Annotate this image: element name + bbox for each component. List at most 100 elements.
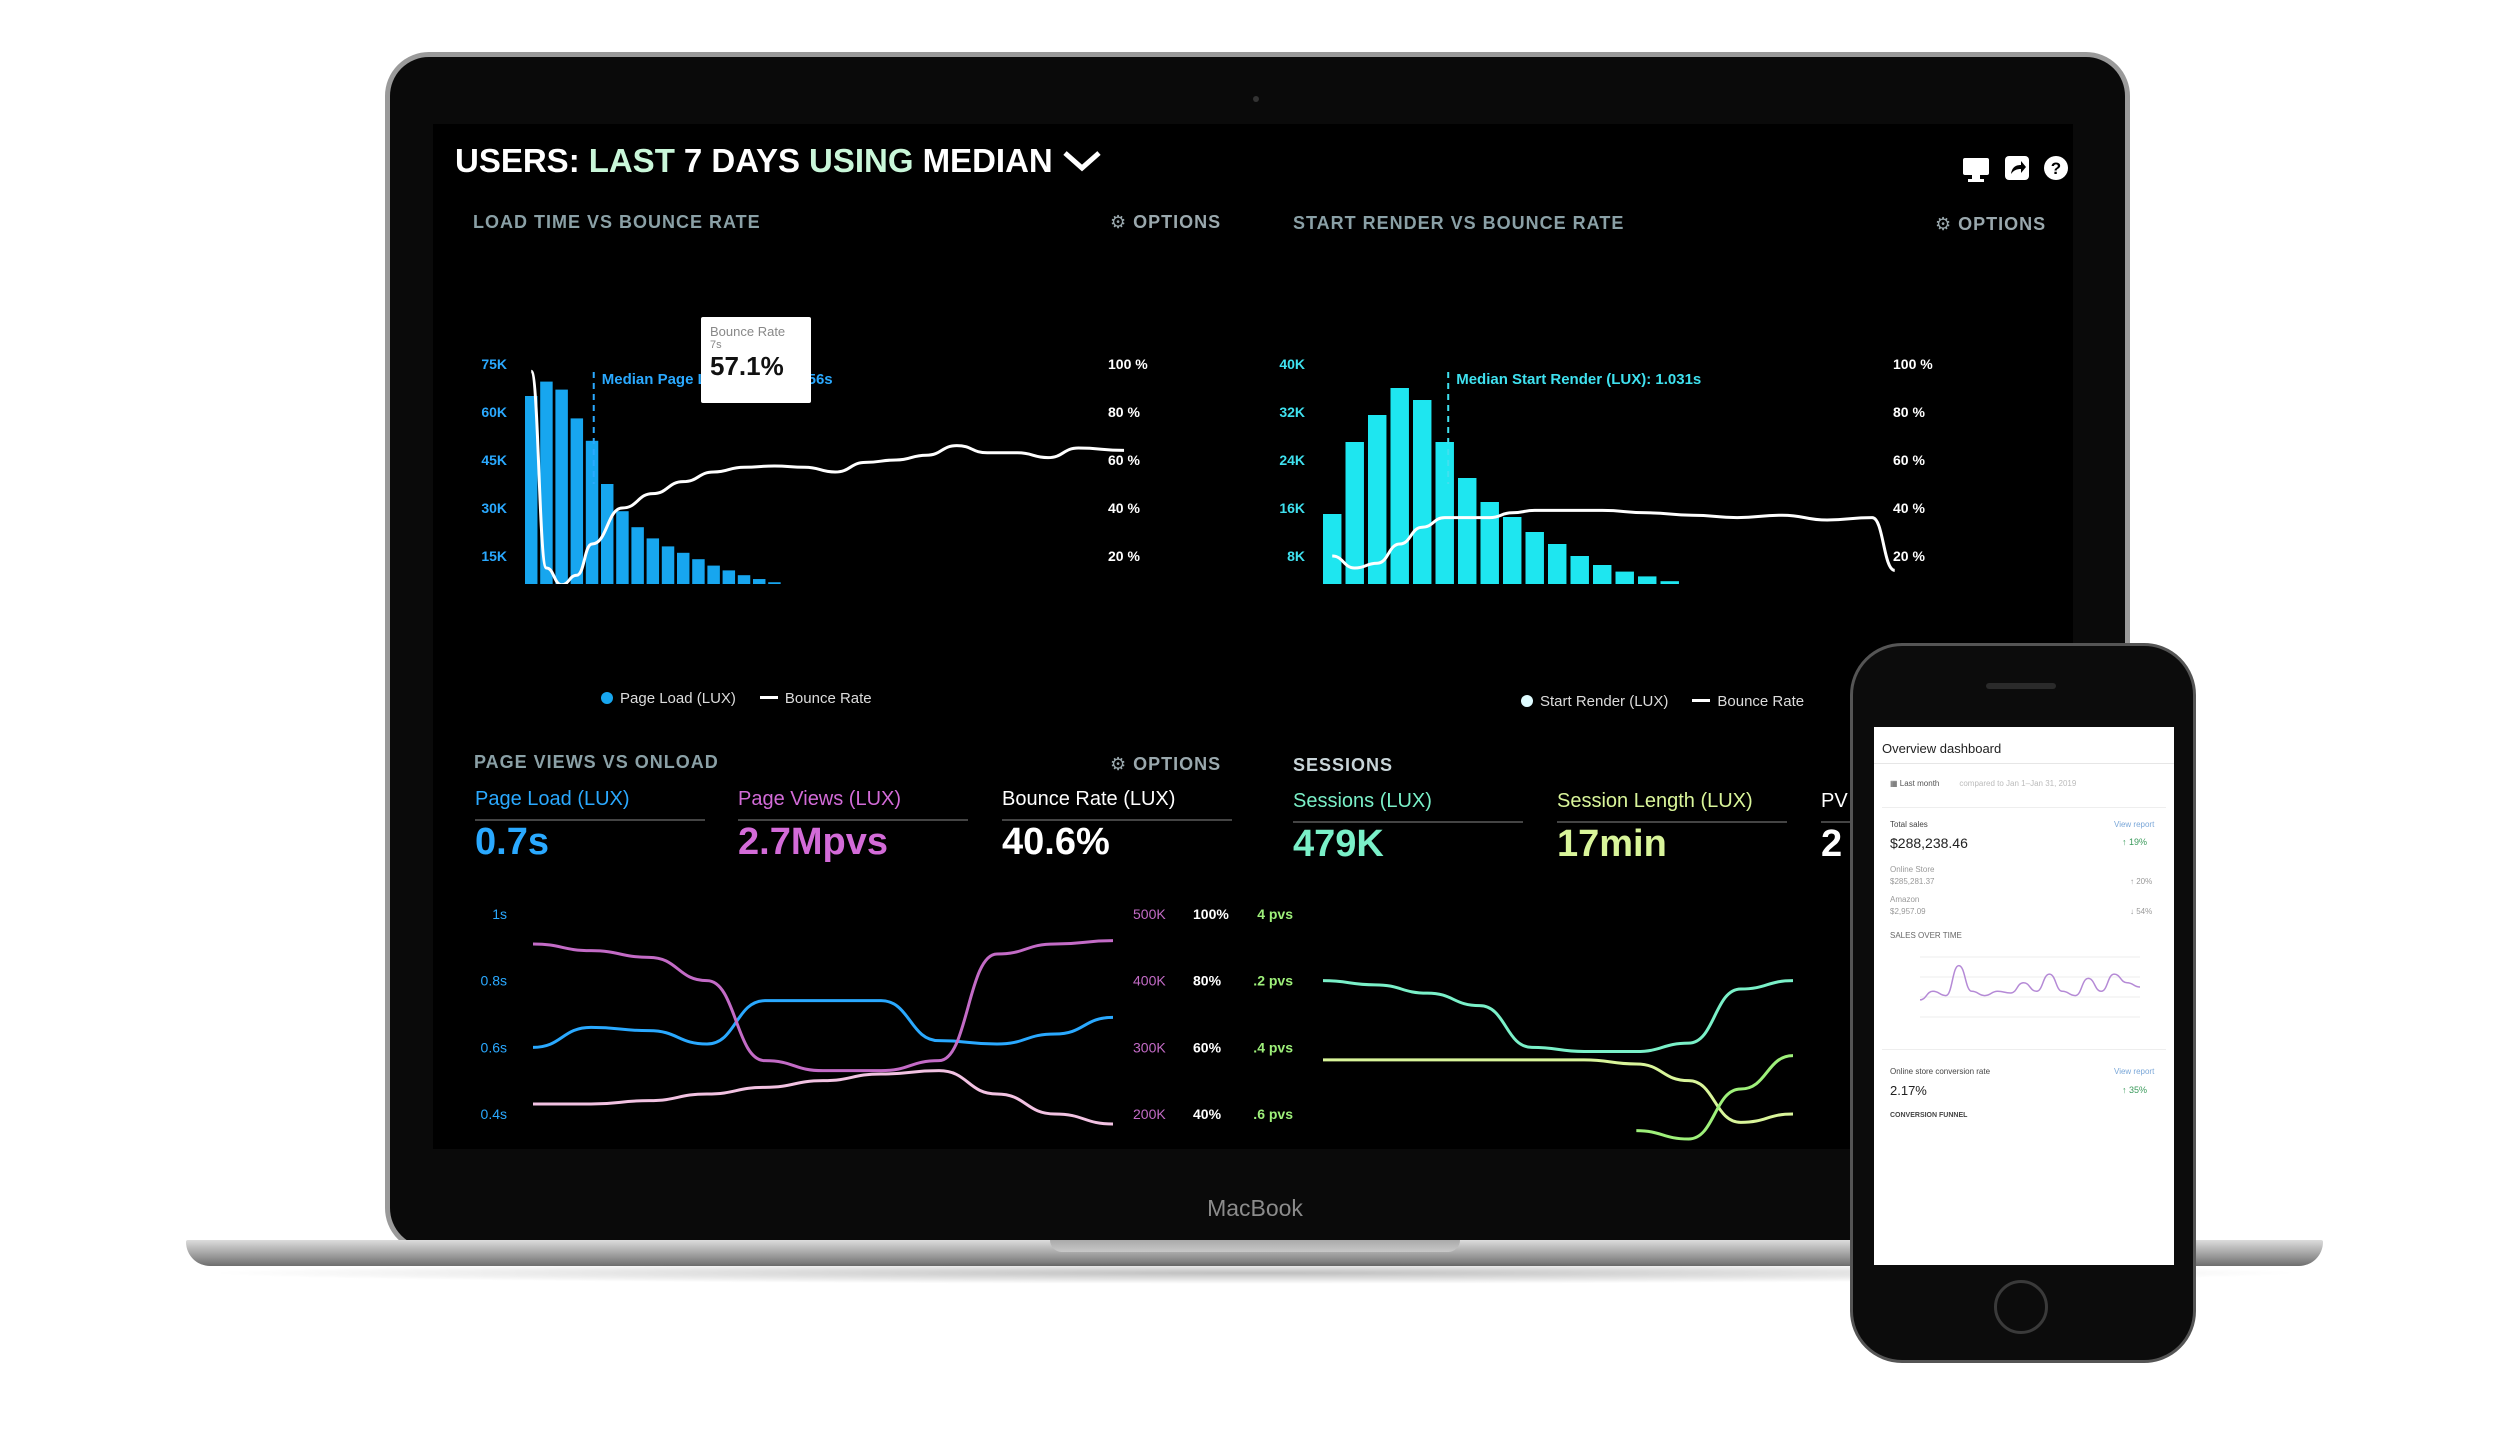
y-right-tick-label: 300K xyxy=(1133,1039,1166,1055)
histogram-bar xyxy=(1480,502,1499,584)
amazon-label: Amazon xyxy=(1890,895,1920,904)
histogram-bar xyxy=(1413,400,1432,584)
kpi-page-views: Page Views (LUX) 2.7Mpvs xyxy=(738,788,968,864)
sessions-line-chart[interactable]: 1.6 pvs 2.4 pvs 3.2 pvs 4 pvs xyxy=(1253,874,2073,1149)
median-label: Median Start Render (LUX): 1.031s xyxy=(1456,371,1701,388)
bounce-rate-line xyxy=(532,1069,1114,1126)
monitor-icon[interactable] xyxy=(1961,156,1991,184)
histogram-bar xyxy=(1390,388,1409,584)
y-tick-label: 4 pvs xyxy=(1257,906,1293,922)
period-select[interactable]: ▦ Last month xyxy=(1890,779,1939,788)
laptop-screen: USERS: LAST 7 DAYS USING MEDIAN ? LOAD T… xyxy=(433,124,2073,1149)
render-legend: Start Render (LUX) Bounce Rate xyxy=(1521,693,1804,710)
y-tick-label: 40K xyxy=(1279,356,1305,372)
kpi-value: 0.7s xyxy=(475,821,549,863)
gear-icon: ⚙ xyxy=(1935,214,1959,234)
histogram-bar xyxy=(1503,517,1522,584)
legend-label: Bounce Rate xyxy=(1717,693,1805,710)
phone-header xyxy=(1874,727,2174,764)
y-right-tick-label: 100% xyxy=(1193,906,1229,922)
view-report-link[interactable]: View report xyxy=(2114,1067,2155,1076)
kpi-value: 2.7Mpvs xyxy=(738,821,888,863)
pageviews-options-button[interactable]: ⚙ OPTIONS xyxy=(1110,754,1221,775)
histogram-bar xyxy=(707,565,720,584)
histogram-bar xyxy=(555,389,568,584)
dashboard-header[interactable]: USERS: LAST 7 DAYS USING MEDIAN xyxy=(455,142,1102,180)
histogram-bar xyxy=(737,575,751,584)
divider xyxy=(1882,1049,2166,1050)
legend-label: Bounce Rate xyxy=(784,690,872,707)
svg-text:?: ? xyxy=(2051,159,2061,178)
conversion-rate-value: 2.17% xyxy=(1890,1083,1927,1098)
help-icon[interactable]: ? xyxy=(2042,154,2070,182)
home-button[interactable] xyxy=(1994,1280,2048,1334)
y-tick-label: 32K xyxy=(1279,404,1305,420)
legend-item[interactable]: Bounce Rate xyxy=(1692,693,1804,710)
histogram-bar xyxy=(692,559,705,584)
load-time-chart[interactable]: 015K30K45K60K75K0 %20 %40 %60 %80 %100 %… xyxy=(433,244,1253,584)
online-store-label: Online Store xyxy=(1890,865,1935,874)
legend-label: Start Render (LUX) xyxy=(1540,693,1669,710)
camera xyxy=(1253,96,1259,102)
histogram-bar xyxy=(1345,442,1364,584)
histogram-bar xyxy=(601,484,614,584)
y-right-tick-label: 400K xyxy=(1133,973,1166,989)
y-tick-label: 16K xyxy=(1279,500,1305,516)
legend-item[interactable]: Start Render (LUX) xyxy=(1521,693,1668,710)
y-tick-label: 0.6s xyxy=(481,1039,507,1055)
share-icon[interactable] xyxy=(2003,154,2031,182)
y-right-tick-label: 20 % xyxy=(1893,548,1925,564)
gear-icon: ⚙ xyxy=(1110,212,1134,232)
options-label: OPTIONS xyxy=(1133,754,1222,774)
page-load-line xyxy=(532,999,1114,1049)
histogram-bar xyxy=(1638,576,1657,584)
legend-dot xyxy=(601,692,613,704)
histogram-bar xyxy=(540,381,553,584)
date-range-row[interactable]: ▦ Last month compared to Jan 1–Jan 31, 2… xyxy=(1890,779,2076,788)
tooltip-title: Bounce Rate xyxy=(710,324,786,339)
kpi-divider xyxy=(1002,819,1232,821)
y-right-tick-label: 100 % xyxy=(1893,356,1933,372)
histogram-bar xyxy=(1435,442,1454,584)
kpi-label: PV xyxy=(1821,790,1848,812)
start-render-chart[interactable]: 08K16K24K32K40K20 %40 %60 %80 %100 %0123… xyxy=(1253,244,2073,584)
y-tick-label: 0.4s xyxy=(481,1106,507,1122)
y-tick-label: 15K xyxy=(481,548,507,564)
load-options-button[interactable]: ⚙ OPTIONS xyxy=(1110,212,1221,233)
y-right-tick-label: 200K xyxy=(1133,1106,1166,1122)
legend-item[interactable]: Bounce Rate xyxy=(759,690,872,707)
online-store-change: ↑ 20% xyxy=(2130,877,2153,886)
histogram-bar xyxy=(1323,514,1342,584)
y-right-tick-label: 40 % xyxy=(1893,500,1925,516)
kpi-value: 479K xyxy=(1293,823,1384,865)
legend-item[interactable]: Page Load (LUX) xyxy=(601,690,736,707)
histogram-bar xyxy=(661,546,675,584)
y-right-tick-label: 20 % xyxy=(1108,548,1140,564)
kpi-value: 2 xyxy=(1821,823,1843,865)
bounce-tooltip: Bounce Rate 7s 57.1% xyxy=(701,317,811,403)
compared-label: compared to Jan 1–Jan 31, 2019 xyxy=(1959,779,2077,788)
chevron-down-icon[interactable] xyxy=(1062,150,1102,172)
y-right-tick-label: 60% xyxy=(1193,1039,1222,1055)
laptop-notch xyxy=(1050,1240,1460,1252)
pageviews-line-chart[interactable]: 0.4s 0.6s 0.8s 1s 200K 300K 400K 500K 40% 60% 80% 1… xyxy=(433,874,1253,1149)
y-tick-label: 1.6 pvs xyxy=(1253,1106,1293,1122)
conversion-rate-label: Online store conversion rate xyxy=(1890,1067,1991,1076)
y-tick-label: 0.8s xyxy=(481,973,507,989)
histogram-bar xyxy=(1458,478,1477,584)
histogram-bar xyxy=(631,527,644,584)
histogram-bar xyxy=(768,582,781,584)
y-right-tick-label: 60 % xyxy=(1893,452,1925,468)
period-label: Last month xyxy=(1899,779,1940,788)
view-report-link[interactable]: View report xyxy=(2114,820,2155,829)
legend-line xyxy=(759,696,778,699)
tooltip-sub: 7s xyxy=(710,339,722,351)
options-label: OPTIONS xyxy=(1958,214,2047,234)
y-right-tick-label: 80% xyxy=(1193,973,1222,989)
histogram-bar xyxy=(753,579,766,584)
histogram-bar xyxy=(722,570,736,584)
y-right-tick-label: 40% xyxy=(1193,1106,1222,1122)
total-sales-value: $288,238.46 xyxy=(1890,835,1968,851)
sessions-line xyxy=(1322,979,1794,1053)
render-options-button[interactable]: ⚙ OPTIONS xyxy=(1935,214,2046,235)
